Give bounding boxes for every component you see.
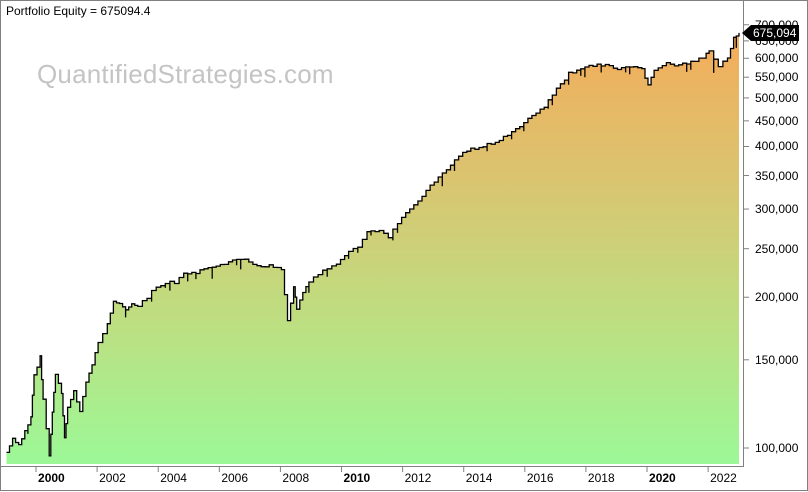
x-tick-label: 2020	[649, 471, 676, 485]
watermark: QuantifiedStrategies.com	[37, 59, 334, 89]
y-tick-label: 100,000	[755, 441, 799, 455]
y-tick-label: 150,000	[755, 352, 799, 367]
y-tick-label: 200,000	[755, 290, 799, 305]
last-value-arrow-icon	[742, 25, 751, 41]
x-tick-label: 2018	[587, 471, 615, 485]
chart-title: Portfolio Equity = 675094.4	[6, 4, 151, 18]
x-tick-label: 2006	[221, 471, 249, 485]
y-axis-ticks	[744, 24, 749, 449]
x-tick-label: 2010	[343, 471, 371, 485]
plot-area	[1, 1, 744, 467]
y-tick-label: 300,000	[755, 202, 799, 217]
x-tick-label: 2016	[526, 471, 554, 485]
y-tick-label: 600,000	[755, 51, 799, 66]
x-axis-ticks	[35, 467, 709, 472]
last-value-tag: 675,094	[751, 25, 800, 41]
y-tick-label: 350,000	[755, 168, 799, 183]
x-tick-label: 2012	[404, 471, 432, 485]
y-tick-label: 250,000	[755, 241, 799, 256]
x-tick-label: 2022	[710, 471, 737, 485]
x-tick-label: 2004	[160, 471, 187, 485]
equity-area	[6, 32, 739, 465]
x-tick-label: 2002	[99, 471, 126, 485]
equity-line	[6, 32, 740, 457]
x-tick-label: 2008	[282, 471, 310, 485]
x-tick-label: 2014	[465, 471, 493, 485]
y-tick-label: 500,000	[755, 90, 799, 105]
x-tick-label: 2000	[38, 471, 65, 485]
y-tick-label: 450,000	[755, 113, 799, 128]
y-tick-label: 550,000	[755, 70, 799, 85]
y-tick-label: 400,000	[755, 139, 799, 154]
